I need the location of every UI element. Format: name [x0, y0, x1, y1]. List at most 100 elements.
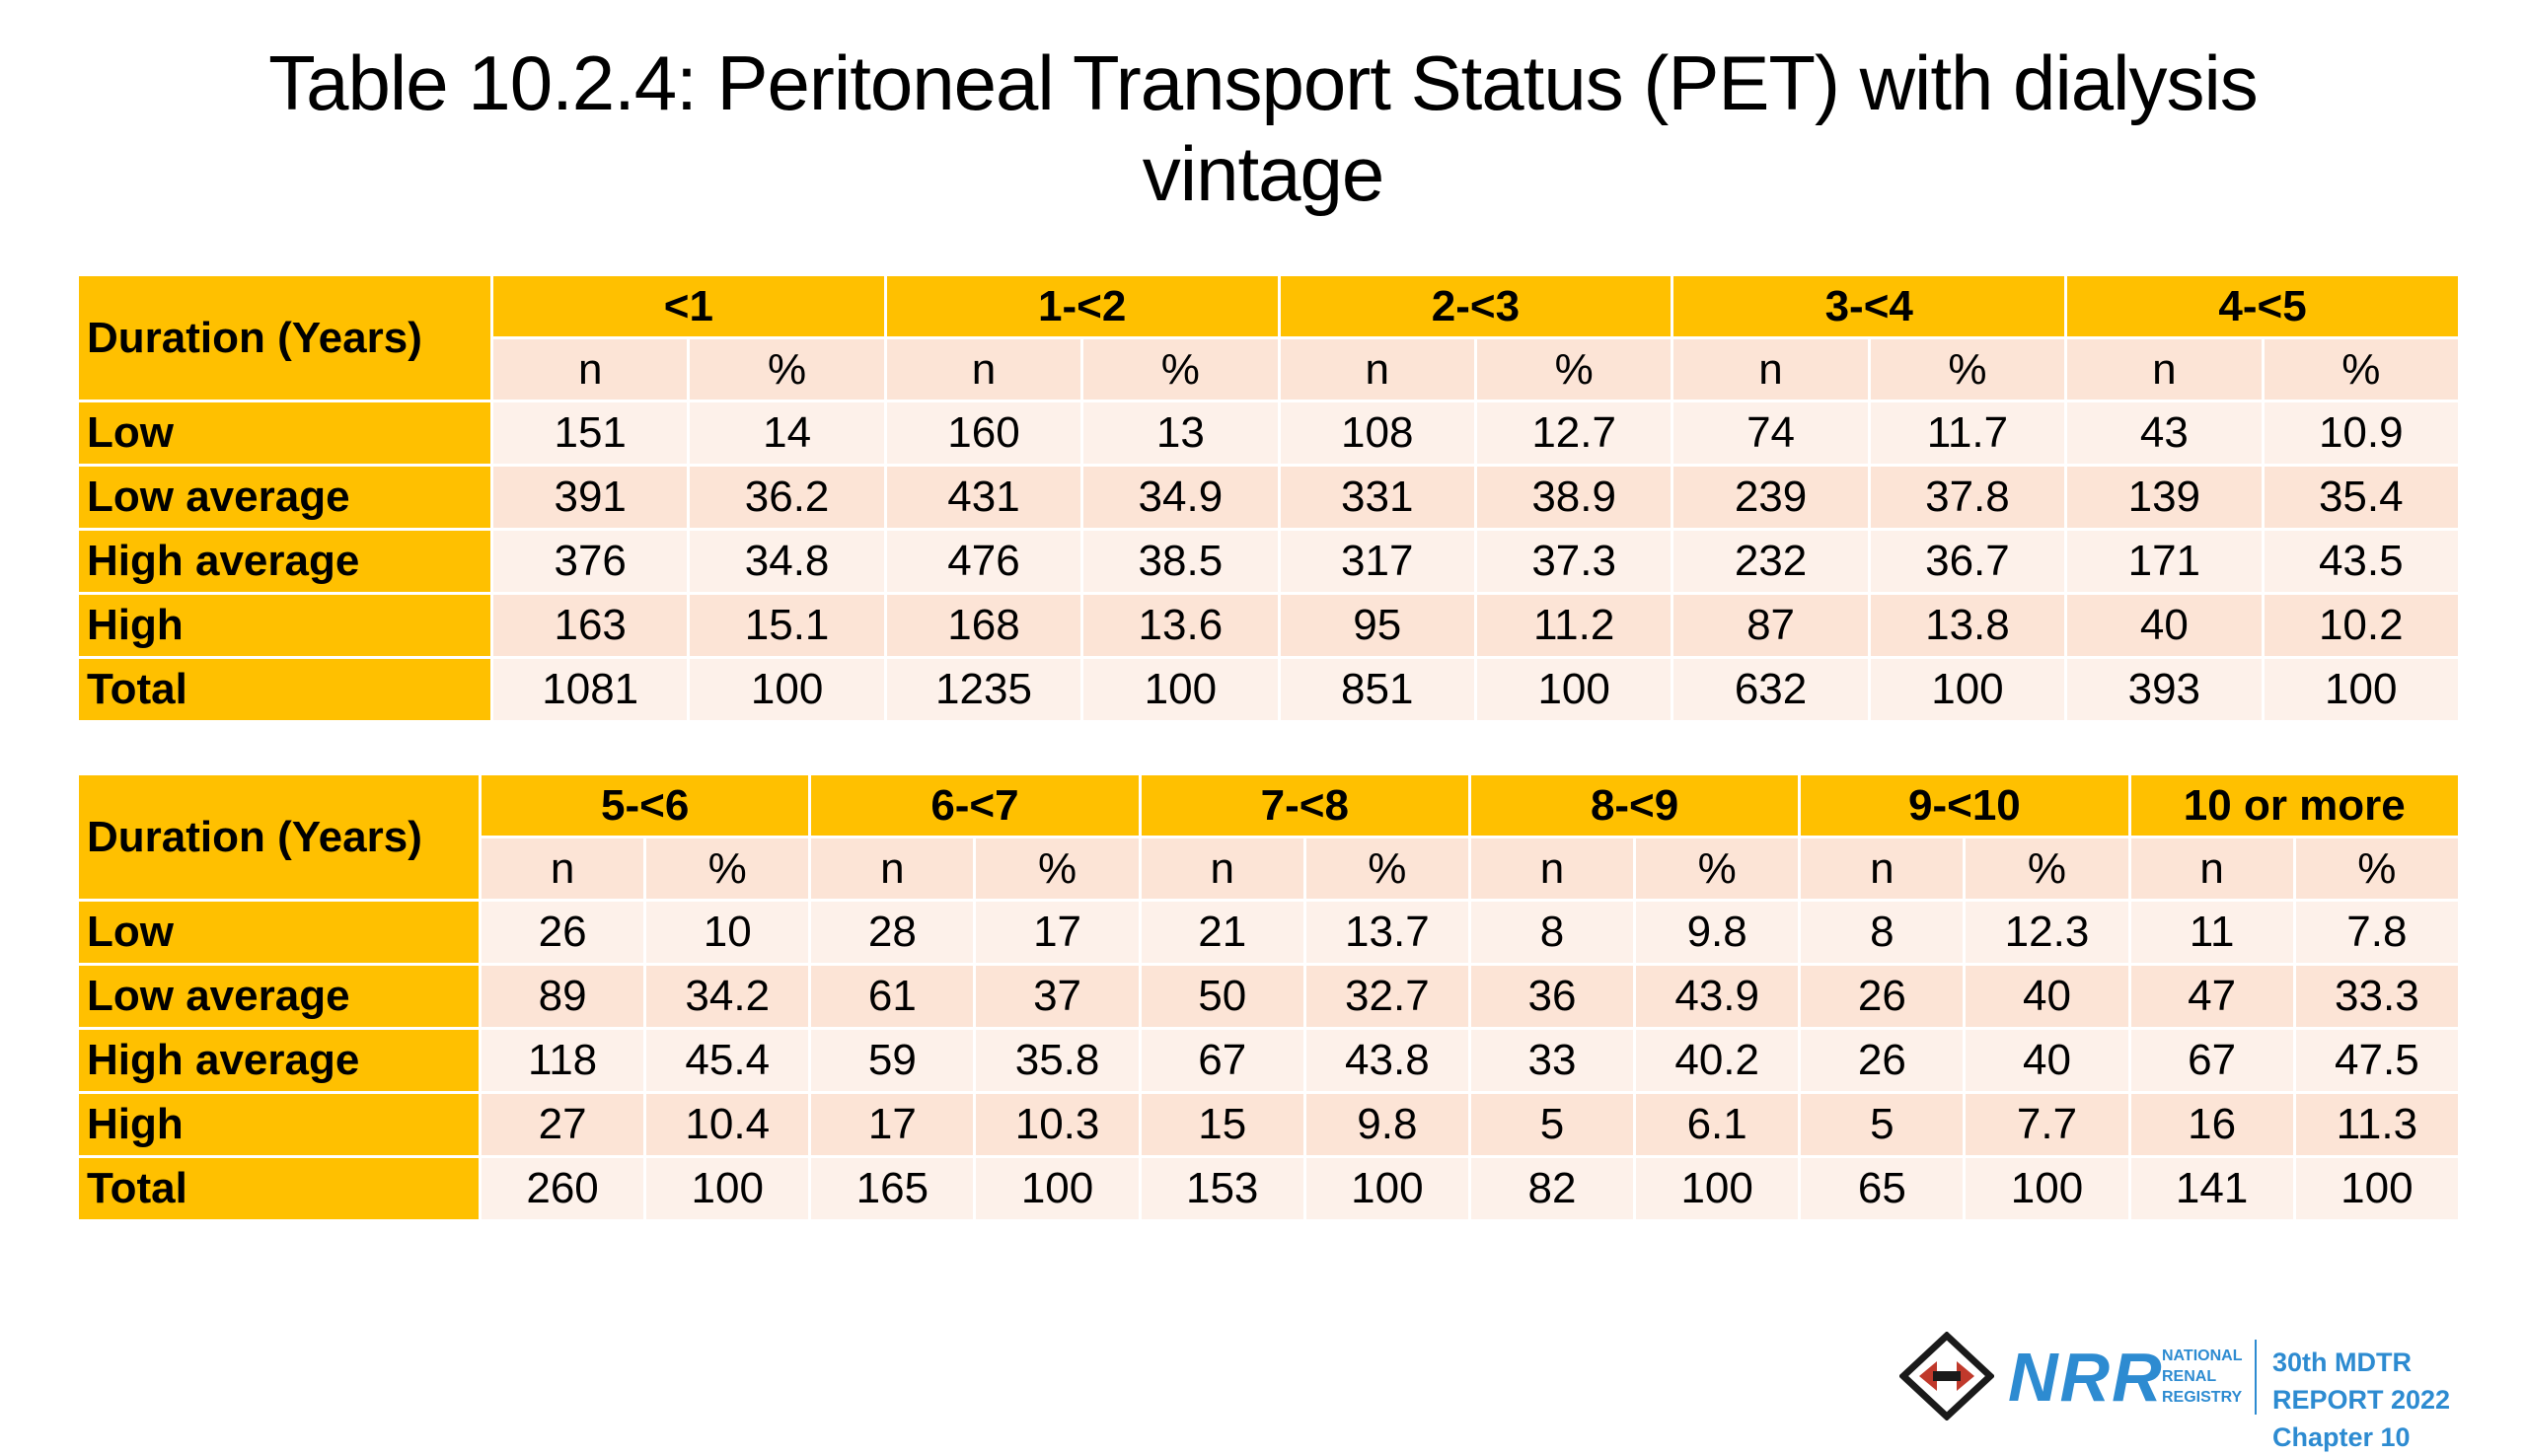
percent-cell: 34.2 [643, 963, 812, 1030]
percent-cell: 45.4 [643, 1027, 812, 1094]
percent-cell: 40.2 [1633, 1027, 1802, 1094]
count-cell: 21 [1138, 899, 1306, 966]
count-cell: 331 [1277, 464, 1477, 531]
percent-cell: 34.8 [687, 528, 887, 595]
row-label: High [76, 592, 493, 659]
percent-cell: 13.6 [1080, 592, 1281, 659]
count-cell: 5 [1798, 1091, 1967, 1158]
percent-cell: 100 [643, 1155, 812, 1222]
percent-cell: 10.3 [973, 1091, 1142, 1158]
registry-line-2: RENAL [2162, 1368, 2217, 1385]
report-title: 30th MDTR REPORT 2022 [2272, 1347, 2451, 1415]
percent-cell: 40 [1963, 1027, 2131, 1094]
count-column-header: n [2127, 836, 2296, 902]
percent-column-header: % [687, 336, 887, 402]
count-cell: 171 [2064, 528, 2265, 595]
percent-cell: 100 [2292, 1155, 2462, 1222]
duration-group-header: 9-<10 [1798, 772, 2131, 838]
count-cell: 163 [489, 592, 691, 659]
percent-column-header: % [1963, 836, 2131, 902]
percent-cell: 36.7 [1867, 528, 2068, 595]
percent-cell: 37.3 [1473, 528, 1674, 595]
percent-cell: 100 [1633, 1155, 1802, 1222]
count-cell: 239 [1671, 464, 1871, 531]
percent-cell: 34.9 [1080, 464, 1281, 531]
percent-column-header: % [643, 836, 812, 902]
duration-group-header: 3-<4 [1671, 273, 2068, 339]
percent-cell: 36.2 [687, 464, 887, 531]
percent-cell: 35.4 [2261, 464, 2462, 531]
table-row: Total 260 100 165 100 153 100 82 100 65 100 141 100 [76, 1155, 2462, 1222]
duration-group-header: 10 or more [2127, 772, 2462, 838]
nrr-logo-letters: NRR [2008, 1339, 2164, 1416]
duration-group-header: 7-<8 [1138, 772, 1471, 838]
count-cell: 393 [2064, 656, 2265, 723]
count-cell: 36 [1467, 963, 1637, 1030]
table-row: High average 376 34.8 476 38.5 317 37.3 232 36.7… [76, 528, 2462, 595]
count-cell: 376 [489, 528, 691, 595]
count-cell: 74 [1671, 400, 1871, 467]
percent-cell: 13.7 [1302, 899, 1471, 966]
percent-column-header: % [1473, 336, 1674, 402]
count-cell: 168 [883, 592, 1084, 659]
count-cell: 476 [883, 528, 1084, 595]
duration-group-header: 1-<2 [883, 273, 1281, 339]
registry-name: NATIONAL RENAL REGISTRY [2162, 1346, 2242, 1408]
duration-group-header: 5-<6 [478, 772, 812, 838]
percent-cell: 37.8 [1867, 464, 2068, 531]
count-cell: 50 [1138, 963, 1306, 1030]
percent-column-header: % [1302, 836, 1471, 902]
count-cell: 118 [478, 1027, 647, 1094]
count-cell: 632 [1671, 656, 1871, 723]
table-row: High 27 10.4 17 10.3 15 9.8 5 6.1 5 7.7 16 11.3 [76, 1091, 2462, 1158]
row-label: High average [76, 528, 493, 595]
count-cell: 8 [1798, 899, 1967, 966]
count-cell: 160 [883, 400, 1084, 467]
count-cell: 95 [1277, 592, 1477, 659]
count-cell: 40 [2064, 592, 2265, 659]
count-cell: 89 [478, 963, 647, 1030]
percent-cell: 43.5 [2261, 528, 2462, 595]
percent-cell: 38.9 [1473, 464, 1674, 531]
count-cell: 16 [2127, 1091, 2296, 1158]
percent-column-header: % [2292, 836, 2462, 902]
percent-cell: 10.4 [643, 1091, 812, 1158]
title-line-1: Table 10.2.4: Peritoneal Transport Statu… [268, 39, 2259, 126]
duration-group-header: 2-<3 [1277, 273, 1674, 339]
percent-cell: 11.7 [1867, 400, 2068, 467]
report-chapter: Chapter 10 [2272, 1422, 2411, 1452]
footer-branding: NRR NATIONAL RENAL REGISTRY 30th MDTR RE… [1899, 1332, 2526, 1452]
percent-cell: 100 [1473, 656, 1674, 723]
count-column-header: n [1798, 836, 1967, 902]
percent-cell: 13 [1080, 400, 1281, 467]
table-row: Low 26 10 28 17 21 13.7 8 9.8 8 12.3 11 7.8 [76, 899, 2462, 966]
report-label: 30th MDTR REPORT 2022 Chapter 10 [2272, 1344, 2526, 1456]
count-cell: 8 [1467, 899, 1637, 966]
percent-cell: 13.8 [1867, 592, 2068, 659]
corner-header: Duration (Years) [76, 772, 482, 902]
count-cell: 139 [2064, 464, 2265, 531]
count-cell: 82 [1467, 1155, 1637, 1222]
percent-column-header: % [1080, 336, 1281, 402]
duration-group-header: 8-<9 [1467, 772, 1802, 838]
percent-cell: 35.8 [973, 1027, 1142, 1094]
percent-cell: 100 [1867, 656, 2068, 723]
percent-cell: 9.8 [1302, 1091, 1471, 1158]
count-cell: 47 [2127, 963, 2296, 1030]
count-column-header: n [1277, 336, 1477, 402]
count-cell: 260 [478, 1155, 647, 1222]
count-column-header: n [1671, 336, 1871, 402]
count-cell: 317 [1277, 528, 1477, 595]
count-cell: 1235 [883, 656, 1084, 723]
table-row: Low average 89 34.2 61 37 50 32.7 36 43.9 26 40 47 3… [76, 963, 2462, 1030]
percent-cell: 10 [643, 899, 812, 966]
corner-header: Duration (Years) [76, 273, 493, 402]
count-cell: 33 [1467, 1027, 1637, 1094]
percent-cell: 100 [687, 656, 887, 723]
percent-cell: 17 [973, 899, 1142, 966]
count-cell: 61 [808, 963, 977, 1030]
registry-line-3: REGISTRY [2162, 1389, 2243, 1406]
page-title: Table 10.2.4: Peritoneal Transport Statu… [0, 37, 2526, 219]
count-column-header: n [883, 336, 1084, 402]
percent-cell: 10.9 [2261, 400, 2462, 467]
